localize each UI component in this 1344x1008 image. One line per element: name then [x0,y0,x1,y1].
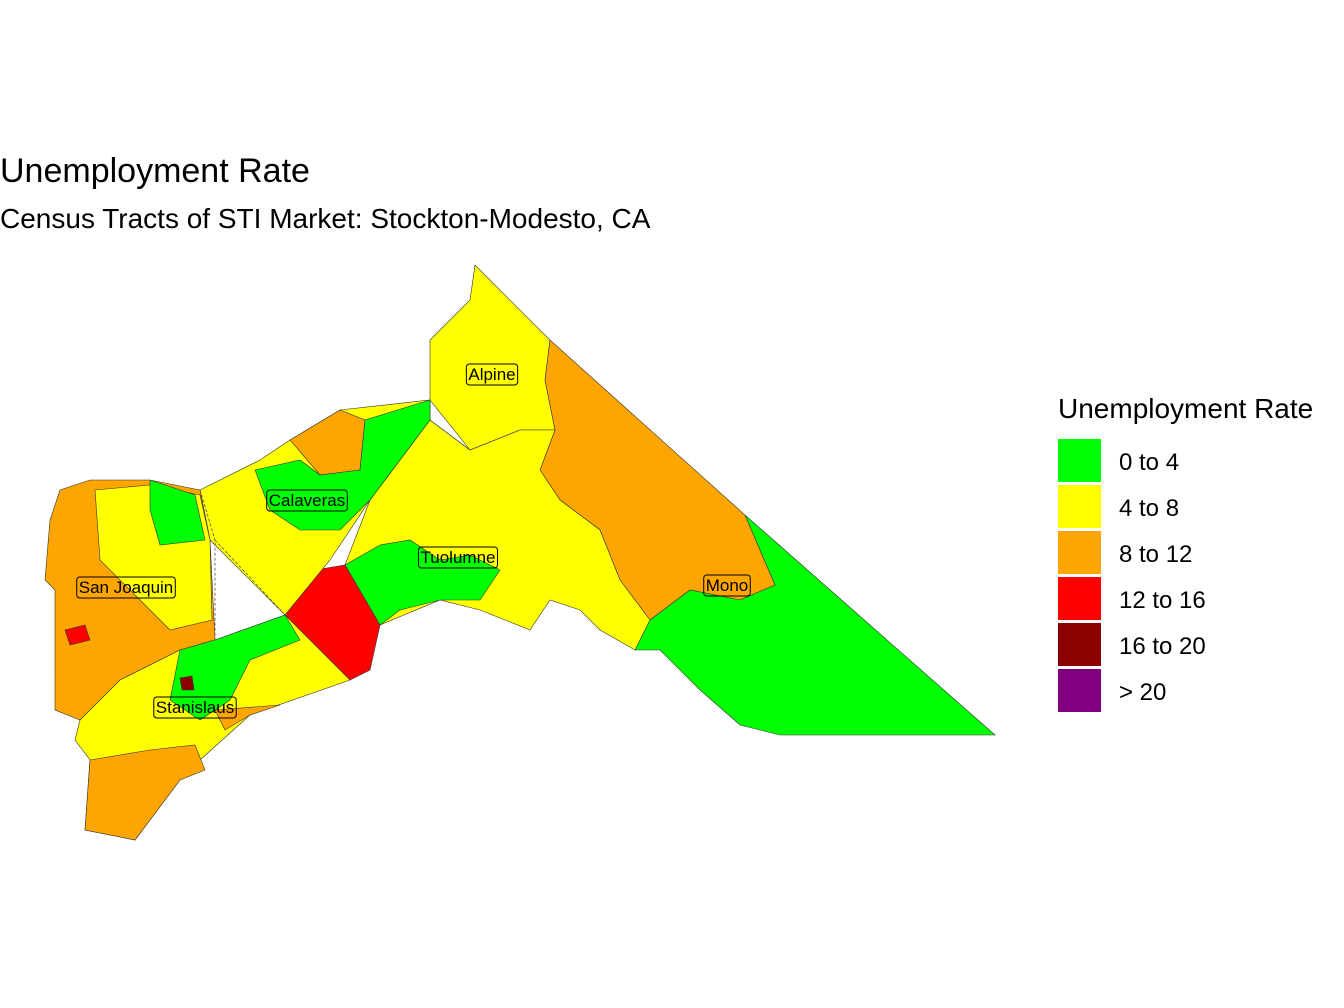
county-label: San Joaquin [79,578,174,597]
legend-swatch [1058,485,1101,528]
legend-label: 8 to 12 [1119,541,1192,568]
region [149,479,206,546]
region [429,264,556,451]
legend-title: Unemployment Rate [1058,393,1313,424]
county-labels: Alpine Calaveras Tuolumne San Joaquin Mono St… [76,363,751,719]
county-border [429,419,521,451]
region [344,539,501,626]
region [84,744,206,841]
legend-swatch [1058,531,1101,574]
legend-swatch [1058,669,1101,712]
map [44,264,996,841]
county-label-box [153,696,237,719]
county-label: Alpine [468,365,515,384]
county-label: Stanislaus [156,698,234,717]
legend-label: 12 to 16 [1119,587,1206,614]
county-border [214,539,286,616]
county-label-box [465,363,519,386]
region [634,514,996,736]
legend-swatch [1058,577,1101,620]
region [254,399,431,531]
title: Unemployment Rate [0,152,310,190]
county-label-box [76,576,176,599]
legend-swatch [1058,623,1101,666]
subtitle: Census Tracts of STI Market: Stockton-Mo… [0,203,651,234]
legend: 0 to 4 4 to 8 8 to 12 12 to 16 16 to 20 > 20 [1058,439,1206,712]
county-label-box [418,546,498,569]
legend-swatch [1058,439,1101,482]
legend-label: 16 to 20 [1119,633,1206,660]
legend-label: 4 to 8 [1119,495,1179,522]
region [179,675,195,691]
legend-label: > 20 [1119,679,1166,706]
region [169,614,301,721]
legend-label: 0 to 4 [1119,449,1179,476]
region [214,704,281,731]
county-label-box [703,574,751,597]
county-label: Calaveras [269,491,346,510]
county-label-box [266,489,348,512]
county-label: Tuolumne [421,548,496,567]
region [64,624,91,646]
county-label: Mono [706,576,749,595]
